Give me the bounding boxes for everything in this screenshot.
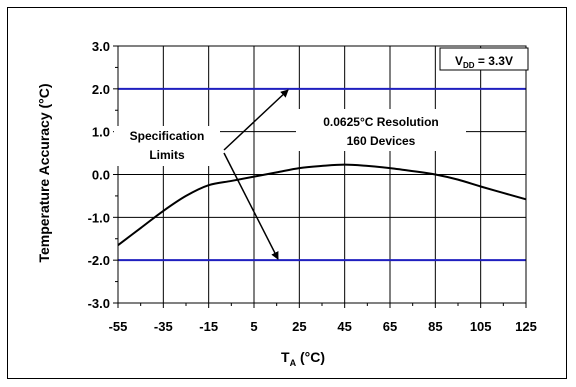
x-tick-labels: -55 -35 -15 5 25 45 65 85 105 125 (109, 319, 537, 334)
x-tick-label: -15 (199, 319, 218, 334)
chart-frame: 3.0 2.0 1.0 0.0 -1.0 -2.0 -3.0 -55 -35 -15 5 25 45 6… (7, 7, 567, 379)
y-tick-labels: 3.0 2.0 1.0 0.0 -1.0 -2.0 -3.0 (88, 39, 110, 311)
y-tick-label: 2.0 (92, 82, 110, 97)
y-axis-label: Temperature Accuracy (°C) (36, 83, 52, 262)
x-tick-label: -35 (154, 319, 173, 334)
y-tick-label: 1.0 (92, 125, 110, 140)
x-tick-label: 45 (337, 319, 351, 334)
resolution-annotation: 0.0625°C Resolution (323, 115, 439, 129)
spec-limit-lines (118, 87, 526, 262)
x-tick-label: 65 (383, 319, 397, 334)
x-tick-label: 25 (292, 319, 306, 334)
grid-lines (113, 45, 527, 308)
accuracy-chart: 3.0 2.0 1.0 0.0 -1.0 -2.0 -3.0 -55 -35 -15 5 25 45 6… (36, 39, 537, 368)
spec-box (114, 126, 220, 166)
spec-arrow-upper (223, 89, 289, 151)
devices-annotation: 160 Devices (347, 134, 416, 148)
y-tick-label: 3.0 (92, 39, 110, 54)
plot-area (117, 45, 527, 304)
x-tick-label: -55 (109, 319, 128, 334)
series-group (117, 163, 527, 246)
spec-label-line2: Limits (149, 148, 185, 162)
x-tick-label: 105 (470, 319, 492, 334)
vdd-box (439, 47, 529, 71)
y-tick-label: 0.0 (92, 168, 110, 183)
x-tick-label: 125 (515, 319, 537, 334)
y-tick-label: -3.0 (88, 296, 110, 311)
x-axis-label: TA (°C) (281, 349, 325, 368)
accuracy-series-line (117, 163, 527, 246)
resolution-box (296, 109, 466, 151)
x-tick-label: 85 (428, 319, 442, 334)
y-tick-label: -2.0 (88, 253, 110, 268)
spec-arrow-lower (223, 152, 279, 260)
spec-label-line1: Specification (130, 129, 205, 143)
y-tick-label: -1.0 (88, 210, 110, 225)
x-tick-label: 5 (250, 319, 257, 334)
vdd-annotation: VDD = 3.3V (455, 54, 513, 70)
